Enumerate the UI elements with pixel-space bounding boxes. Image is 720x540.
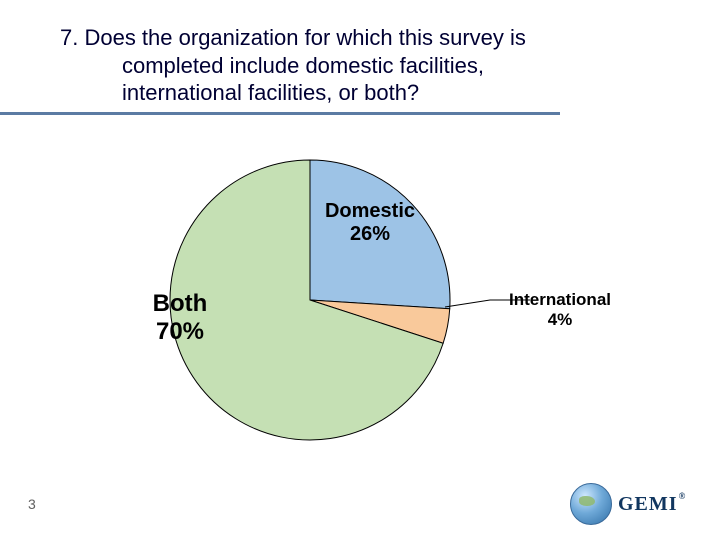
title-line-3: international facilities, or both? bbox=[60, 79, 660, 107]
title-line-2: completed include domestic facilities, bbox=[60, 52, 660, 80]
globe-icon bbox=[570, 483, 612, 525]
pie-chart: Domestic26% International4% Both70% bbox=[0, 130, 720, 490]
slide-title: 7. Does the organization for which this … bbox=[60, 24, 660, 107]
page-number: 3 bbox=[28, 496, 36, 512]
brand-logo: GEMI® bbox=[570, 482, 700, 526]
slice-label-both: Both70% bbox=[110, 290, 250, 345]
slice-label-domestic: Domestic26% bbox=[300, 200, 440, 246]
title-underline bbox=[0, 112, 560, 115]
brand-logo-text: GEMI® bbox=[618, 493, 685, 516]
slice-label-international: International4% bbox=[490, 290, 630, 329]
title-line-1: 7. Does the organization for which this … bbox=[60, 25, 526, 50]
